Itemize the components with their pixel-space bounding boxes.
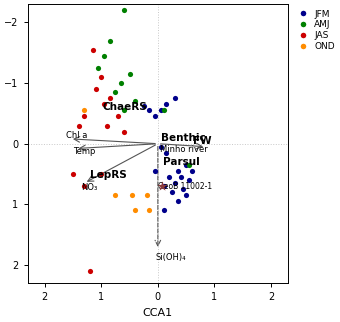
- Point: [147, 208, 152, 213]
- Point: [130, 193, 135, 198]
- Text: Chl a: Chl a: [66, 131, 87, 140]
- Point: [96, 65, 101, 71]
- Point: [164, 150, 169, 156]
- Point: [189, 168, 194, 174]
- Text: Si(OH)₄: Si(OH)₄: [155, 253, 186, 262]
- Point: [76, 123, 81, 128]
- Point: [175, 199, 181, 204]
- Point: [70, 172, 75, 177]
- Point: [104, 123, 109, 128]
- Point: [113, 193, 118, 198]
- Point: [101, 102, 107, 107]
- Point: [161, 108, 166, 113]
- X-axis label: CCA1: CCA1: [143, 308, 173, 318]
- Point: [172, 96, 177, 101]
- Point: [167, 175, 172, 180]
- Point: [186, 162, 192, 167]
- Point: [118, 80, 124, 86]
- Text: ChaeRS: ChaeRS: [103, 102, 147, 112]
- Point: [99, 74, 104, 80]
- Point: [158, 144, 164, 149]
- Legend: JFM, AMJ, JAS, OND: JFM, AMJ, JAS, OND: [293, 9, 336, 52]
- Point: [164, 102, 169, 107]
- Text: Minho river: Minho river: [160, 145, 208, 154]
- Text: Parsul: Parsul: [163, 157, 200, 167]
- Point: [116, 114, 121, 119]
- Point: [87, 269, 92, 274]
- Point: [113, 90, 118, 95]
- Text: NO₃: NO₃: [81, 183, 98, 192]
- Point: [121, 129, 126, 134]
- Point: [127, 71, 132, 77]
- Point: [178, 175, 183, 180]
- Point: [169, 190, 175, 195]
- Point: [172, 181, 177, 186]
- Point: [184, 193, 189, 198]
- Point: [93, 87, 98, 92]
- Point: [152, 114, 158, 119]
- Point: [82, 108, 87, 113]
- Point: [99, 172, 104, 177]
- Point: [82, 114, 87, 119]
- Text: FW: FW: [193, 136, 211, 146]
- Point: [107, 96, 113, 101]
- Text: LepRS: LepRS: [90, 170, 126, 180]
- Point: [90, 47, 96, 52]
- Point: [161, 184, 166, 189]
- Point: [121, 8, 126, 13]
- Point: [144, 193, 149, 198]
- Point: [82, 184, 87, 189]
- Text: GeoB 11002-1: GeoB 11002-1: [158, 182, 212, 191]
- Point: [121, 108, 126, 113]
- Point: [141, 103, 147, 109]
- Point: [101, 53, 107, 58]
- Point: [107, 38, 113, 43]
- Text: Temp: Temp: [73, 147, 95, 156]
- Point: [160, 184, 165, 189]
- Point: [133, 99, 138, 104]
- Point: [152, 168, 158, 174]
- Point: [184, 162, 189, 167]
- Text: Benthic: Benthic: [161, 133, 206, 143]
- Point: [147, 108, 152, 113]
- Point: [186, 177, 192, 183]
- Point: [175, 168, 181, 174]
- Point: [181, 187, 186, 192]
- Point: [161, 208, 166, 213]
- Point: [133, 208, 138, 213]
- Point: [158, 108, 164, 113]
